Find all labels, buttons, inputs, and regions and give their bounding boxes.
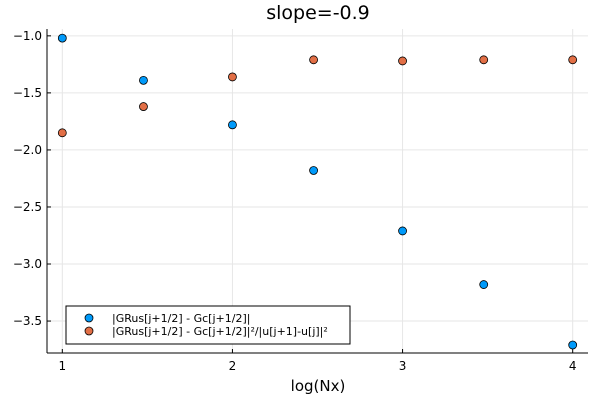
series-0-point-2 <box>228 120 237 130</box>
series-1-point-3 <box>309 55 318 65</box>
series-1-point-5 <box>479 55 489 65</box>
legend: |GRus[j+1/2] - Gc[j+1/2]||GRus[j+1/2] - … <box>65 305 351 345</box>
axes <box>46 29 588 354</box>
x-axis-label: log(Nx) <box>291 377 346 395</box>
legend-marker-1 <box>84 326 94 336</box>
legend-label-0: |GRus[j+1/2] - Gc[j+1/2]| <box>112 312 250 325</box>
legend-label-1: |GRus[j+1/2] - Gc[j+1/2]|²/|u[j+1]-u[j]|… <box>112 325 328 338</box>
series-1-point-1 <box>139 102 148 111</box>
series-1-point-2 <box>228 72 237 82</box>
series-1-point-4 <box>398 56 407 66</box>
y-tick-label-3: −2.0 <box>13 143 42 157</box>
x-tick-label-2: 3 <box>399 359 407 373</box>
y-tick-label-0: −3.5 <box>13 314 42 328</box>
data-points <box>57 33 578 350</box>
legend-box <box>65 305 351 345</box>
series-0-point-1 <box>139 75 148 85</box>
chart-title: slope=-0.9 <box>266 2 370 24</box>
tick-labels: 1 2 3 4 −3.5 −3.0 −2.5 −2.0 −1.5 −1.0 <box>13 29 577 373</box>
series-0-point-3 <box>309 166 318 175</box>
y-tick-label-2: −2.5 <box>13 200 42 214</box>
series-0-point-0 <box>57 33 67 43</box>
y-tick-label-4: −1.5 <box>13 86 42 100</box>
series-1-point-0 <box>57 128 67 138</box>
grid <box>47 29 588 353</box>
y-tick-label-5: −1.0 <box>13 29 42 43</box>
x-tick-label-0: 1 <box>58 359 66 373</box>
series-0-point-4 <box>398 226 407 236</box>
x-tick-label-1: 2 <box>229 359 237 373</box>
series-0-point-6 <box>568 340 578 350</box>
series-1-point-6 <box>568 55 578 65</box>
series-0-point-5 <box>479 280 489 289</box>
y-tick-label-1: −3.0 <box>13 257 42 271</box>
legend-marker-0 <box>84 313 94 323</box>
x-tick-label-3: 4 <box>569 359 577 373</box>
